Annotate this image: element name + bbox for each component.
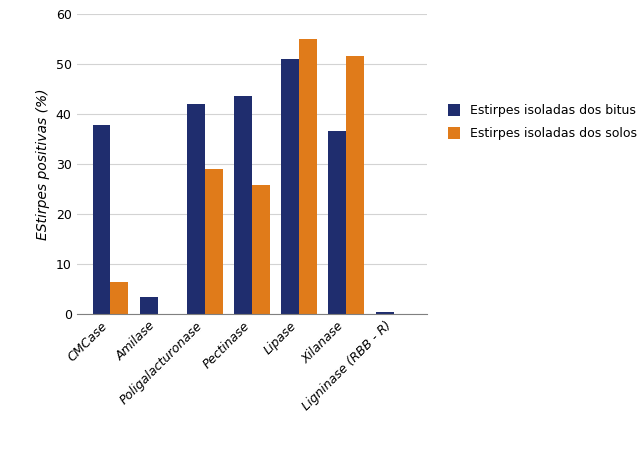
Bar <box>93 125 110 314</box>
Bar <box>281 59 299 314</box>
Y-axis label: EStirpes positivas (%): EStirpes positivas (%) <box>36 88 50 240</box>
Bar <box>252 185 270 314</box>
Bar <box>187 104 205 314</box>
Bar <box>299 39 317 314</box>
Bar <box>376 312 394 314</box>
Legend: Estirpes isoladas dos bitus, Estirpes isoladas dos solos: Estirpes isoladas dos bitus, Estirpes is… <box>448 104 637 140</box>
Bar <box>110 282 128 314</box>
Bar <box>205 169 223 314</box>
Bar <box>234 97 252 314</box>
Bar <box>346 56 364 314</box>
Bar <box>329 132 346 314</box>
Bar <box>140 297 158 314</box>
